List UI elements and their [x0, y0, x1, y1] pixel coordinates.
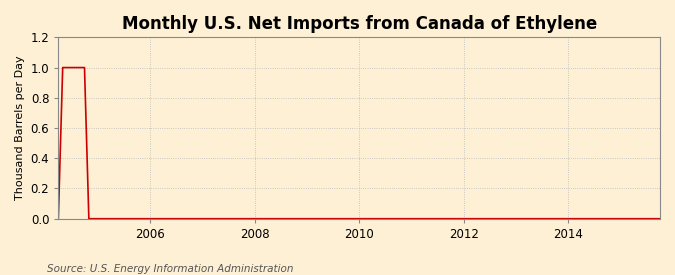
Text: Source: U.S. Energy Information Administration: Source: U.S. Energy Information Administ… — [47, 264, 294, 274]
Y-axis label: Thousand Barrels per Day: Thousand Barrels per Day — [15, 56, 25, 200]
Title: Monthly U.S. Net Imports from Canada of Ethylene: Monthly U.S. Net Imports from Canada of … — [122, 15, 597, 33]
